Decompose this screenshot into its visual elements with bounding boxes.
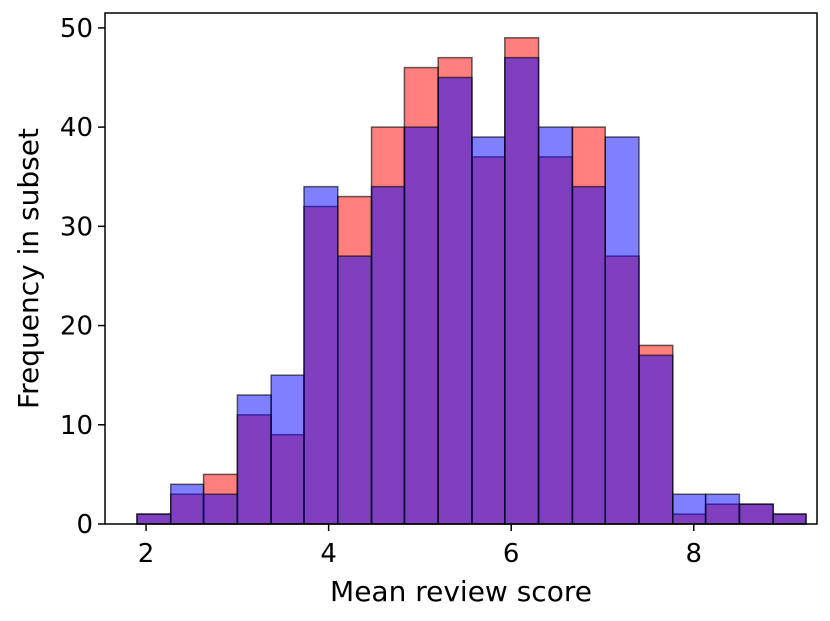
bar-series-1-bin-5 bbox=[303, 185, 339, 525]
x-axis-title: Mean review score bbox=[330, 575, 592, 608]
plot-frame bbox=[104, 12, 818, 525]
bar-series-1-bin-18 bbox=[738, 503, 774, 525]
bar-series-1-bin-8 bbox=[403, 126, 439, 525]
bar-series-1-bin-0 bbox=[136, 513, 172, 525]
y-tick-label-3: 30 bbox=[60, 212, 93, 242]
bar-series-1-bin-19 bbox=[772, 513, 807, 525]
y-tick-label-1: 10 bbox=[60, 411, 93, 441]
bar-series-1-bin-6 bbox=[337, 255, 373, 525]
bar-series-1-bin-12 bbox=[537, 126, 574, 525]
x-tick-label-2: 6 bbox=[503, 539, 520, 569]
bar-series-1-bin-9 bbox=[437, 76, 473, 525]
bar-series-1-bin-1 bbox=[169, 483, 205, 525]
bar-series-1-bin-3 bbox=[236, 394, 272, 525]
y-tick-label-5: 50 bbox=[60, 14, 93, 44]
bar-series-1-bin-4 bbox=[270, 374, 305, 525]
ticks-layer: 2 4 6 8 0 10 20 30 40 50 bbox=[60, 14, 702, 569]
bar-series-1-bin-14 bbox=[604, 136, 640, 525]
bars-layer bbox=[136, 37, 807, 525]
x-tick-label-1: 4 bbox=[320, 539, 337, 569]
bar-series-1-bin-16 bbox=[672, 493, 707, 525]
x-tick-label-0: 2 bbox=[138, 539, 155, 569]
bar-series-1-bin-17 bbox=[704, 493, 741, 525]
bar-series-1-bin-11 bbox=[504, 56, 540, 525]
y-tick-label-4: 40 bbox=[60, 113, 93, 143]
bar-series-1-bin-10 bbox=[471, 136, 506, 525]
bar-series-1-bin-2 bbox=[202, 493, 239, 525]
y-axis-title: Frequency in subset bbox=[12, 128, 45, 409]
bar-series-1-bin-15 bbox=[638, 354, 674, 525]
y-tick-label-0: 0 bbox=[76, 510, 93, 540]
y-tick-label-2: 20 bbox=[60, 312, 93, 342]
bar-series-1-bin-13 bbox=[571, 185, 606, 525]
bar-series-1-bin-7 bbox=[370, 185, 406, 525]
x-tick-label-3: 8 bbox=[685, 539, 702, 569]
